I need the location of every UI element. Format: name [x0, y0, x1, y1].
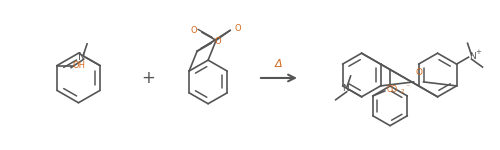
Text: +: +: [476, 49, 482, 55]
Text: N: N: [342, 84, 348, 93]
Text: 2: 2: [400, 90, 404, 94]
Text: ⁻: ⁻: [406, 82, 410, 91]
Text: CO: CO: [387, 84, 398, 93]
Text: N: N: [78, 52, 85, 62]
Text: O: O: [234, 24, 240, 33]
Text: O: O: [415, 68, 422, 77]
Text: O: O: [190, 26, 197, 35]
Text: N: N: [470, 52, 476, 61]
Text: O: O: [214, 37, 220, 46]
Text: OH: OH: [73, 61, 86, 70]
Text: +: +: [142, 69, 155, 87]
Text: Δ: Δ: [275, 59, 282, 69]
